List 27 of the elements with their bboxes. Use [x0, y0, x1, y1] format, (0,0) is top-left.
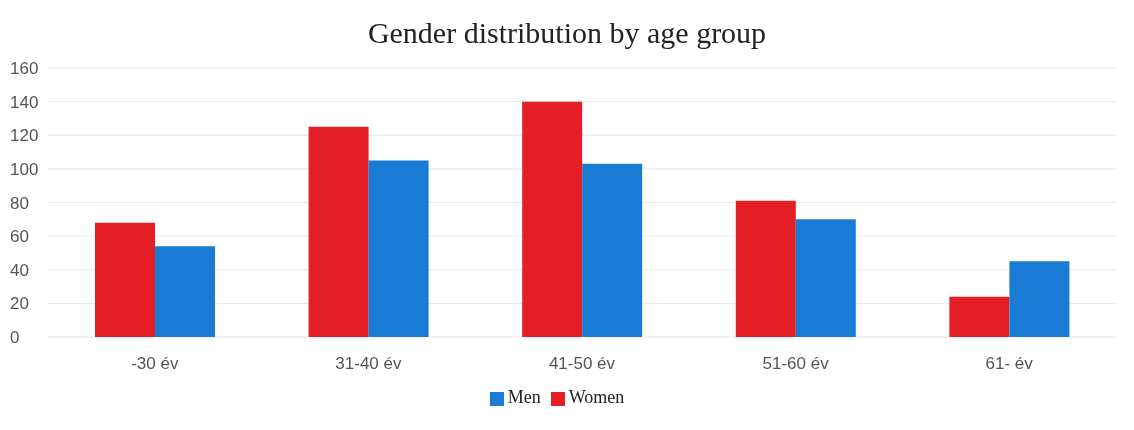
x-tick-label: 51-60 év — [762, 354, 830, 374]
legend-label: Women — [568, 387, 625, 407]
chart-title: Gender distribution by age group — [366, 15, 768, 51]
bar — [368, 160, 429, 337]
bar — [94, 222, 155, 337]
x-tick-label: 31-40 év — [335, 354, 402, 374]
bar — [308, 126, 369, 337]
y-tick-label: 40 — [10, 260, 29, 280]
y-tick-label: 140 — [10, 92, 39, 112]
bar — [795, 219, 856, 337]
y-tick-label: 60 — [10, 227, 29, 247]
bar — [582, 163, 643, 337]
bar — [1009, 261, 1070, 337]
y-tick-label: 20 — [10, 294, 29, 314]
x-tick-label: -30 év — [131, 354, 179, 374]
y-tick-label: 0 — [10, 328, 20, 348]
bar — [949, 296, 1010, 337]
legend-label: Men — [507, 387, 541, 407]
bar — [522, 101, 583, 337]
bar — [735, 200, 796, 337]
y-tick-label: 100 — [10, 159, 39, 179]
x-tick-label: 61- év — [985, 354, 1034, 374]
y-tick-label: 160 — [10, 59, 39, 79]
bar — [154, 246, 215, 337]
x-tick-label: 41-50 év — [548, 354, 616, 374]
y-tick-label: 80 — [10, 193, 29, 213]
y-tick-label: 120 — [10, 126, 39, 146]
